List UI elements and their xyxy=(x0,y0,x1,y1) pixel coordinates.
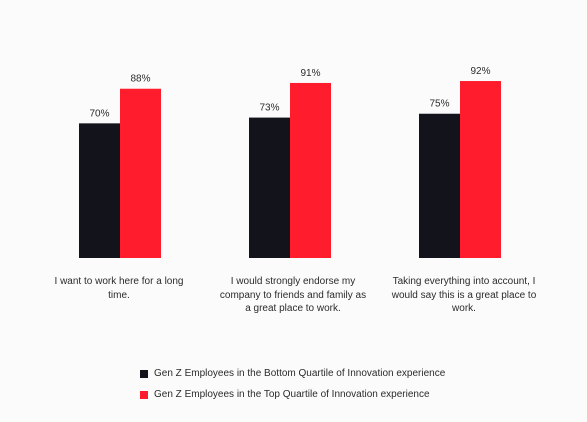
data-label-top-quartile-2: 91% xyxy=(300,68,320,79)
legend-item-bottom-quartile: Gen Z Employees in the Bottom Quartile o… xyxy=(140,368,445,379)
data-label-bottom-quartile-3: 75% xyxy=(429,99,449,110)
data-label-top-quartile-1: 88% xyxy=(130,74,150,85)
bar-bottom-quartile-1 xyxy=(79,123,120,258)
legend-label-bottom-quartile: Gen Z Employees in the Bottom Quartile o… xyxy=(154,368,446,379)
category-label-2: I would strongly endorse my company to f… xyxy=(219,276,367,314)
bar-bottom-quartile-2 xyxy=(249,117,290,258)
bar-bottom-quartile-3 xyxy=(419,113,460,258)
category-label-1: I want to work here for a long time. xyxy=(54,276,184,301)
data-label-top-quartile-3: 92% xyxy=(470,66,490,77)
bar-top-quartile-3 xyxy=(460,81,501,259)
data-label-bottom-quartile-1: 70% xyxy=(89,108,109,119)
legend-item-top-quartile: Gen Z Employees in the Top Quartile of I… xyxy=(140,389,430,400)
legend-swatch-bottom-quartile xyxy=(140,369,148,378)
bar-top-quartile-2 xyxy=(290,82,331,258)
legend-swatch-top-quartile xyxy=(140,390,148,399)
category-label-3: Taking everything into account, I would … xyxy=(391,276,537,314)
legend-label-top-quartile: Gen Z Employees in the Top Quartile of I… xyxy=(154,389,430,400)
bar-top-quartile-1 xyxy=(120,88,161,259)
data-label-bottom-quartile-2: 73% xyxy=(259,103,279,114)
